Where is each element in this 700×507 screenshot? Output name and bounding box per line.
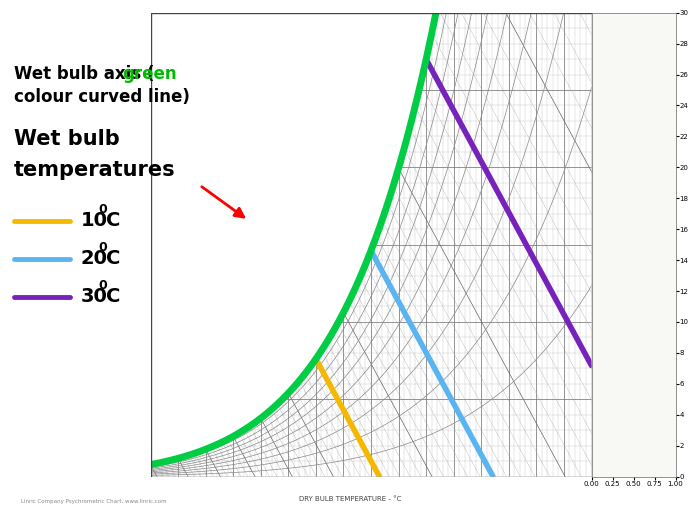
Text: Wet bulb: Wet bulb — [14, 129, 120, 150]
Text: C: C — [106, 287, 121, 306]
Text: colour curved line): colour curved line) — [14, 88, 190, 106]
Text: 0: 0 — [99, 203, 108, 216]
Text: 0: 0 — [99, 279, 108, 292]
Text: C: C — [106, 249, 121, 268]
Text: Linric Company Psychrometric Chart, www.linric.com: Linric Company Psychrometric Chart, www.… — [21, 499, 167, 504]
Text: green: green — [122, 64, 177, 83]
Text: 30: 30 — [80, 287, 107, 306]
Text: 0: 0 — [99, 241, 108, 254]
Text: temperatures: temperatures — [14, 160, 176, 180]
Text: C: C — [106, 211, 121, 230]
Text: DRY BULB TEMPERATURE - °C: DRY BULB TEMPERATURE - °C — [299, 496, 401, 502]
Text: 20: 20 — [80, 249, 108, 268]
Text: 10: 10 — [80, 211, 108, 230]
Text: Wet bulb axis (: Wet bulb axis ( — [14, 64, 155, 83]
Polygon shape — [150, 0, 437, 464]
